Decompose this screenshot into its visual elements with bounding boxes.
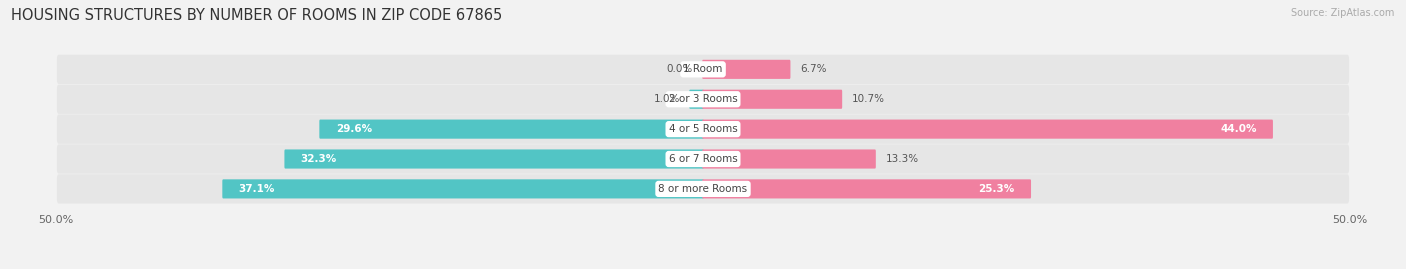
Text: 37.1%: 37.1% xyxy=(239,184,276,194)
Text: 6.7%: 6.7% xyxy=(800,64,827,74)
Text: 25.3%: 25.3% xyxy=(979,184,1015,194)
FancyBboxPatch shape xyxy=(702,179,1031,199)
Text: 6 or 7 Rooms: 6 or 7 Rooms xyxy=(669,154,737,164)
FancyBboxPatch shape xyxy=(319,119,704,139)
FancyBboxPatch shape xyxy=(284,150,704,169)
Text: 29.6%: 29.6% xyxy=(336,124,371,134)
FancyBboxPatch shape xyxy=(222,179,704,199)
FancyBboxPatch shape xyxy=(689,90,704,109)
FancyBboxPatch shape xyxy=(56,55,1350,84)
Text: 0.0%: 0.0% xyxy=(666,64,693,74)
Text: 1 Room: 1 Room xyxy=(683,64,723,74)
Text: 4 or 5 Rooms: 4 or 5 Rooms xyxy=(669,124,737,134)
Text: Source: ZipAtlas.com: Source: ZipAtlas.com xyxy=(1291,8,1395,18)
FancyBboxPatch shape xyxy=(56,115,1350,144)
FancyBboxPatch shape xyxy=(702,60,790,79)
Text: 10.7%: 10.7% xyxy=(852,94,884,104)
FancyBboxPatch shape xyxy=(702,90,842,109)
FancyBboxPatch shape xyxy=(702,150,876,169)
Text: 44.0%: 44.0% xyxy=(1220,124,1257,134)
Text: 1.0%: 1.0% xyxy=(654,94,679,104)
FancyBboxPatch shape xyxy=(56,144,1350,174)
Text: 8 or more Rooms: 8 or more Rooms xyxy=(658,184,748,194)
FancyBboxPatch shape xyxy=(702,119,1272,139)
Text: HOUSING STRUCTURES BY NUMBER OF ROOMS IN ZIP CODE 67865: HOUSING STRUCTURES BY NUMBER OF ROOMS IN… xyxy=(11,8,502,23)
Text: 32.3%: 32.3% xyxy=(301,154,337,164)
FancyBboxPatch shape xyxy=(56,174,1350,204)
Text: 2 or 3 Rooms: 2 or 3 Rooms xyxy=(669,94,737,104)
Text: 13.3%: 13.3% xyxy=(886,154,918,164)
FancyBboxPatch shape xyxy=(56,84,1350,114)
